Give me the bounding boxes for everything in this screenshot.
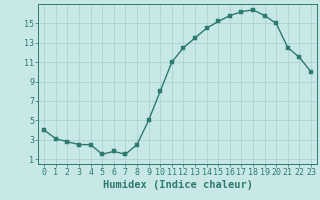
X-axis label: Humidex (Indice chaleur): Humidex (Indice chaleur) bbox=[103, 180, 252, 190]
